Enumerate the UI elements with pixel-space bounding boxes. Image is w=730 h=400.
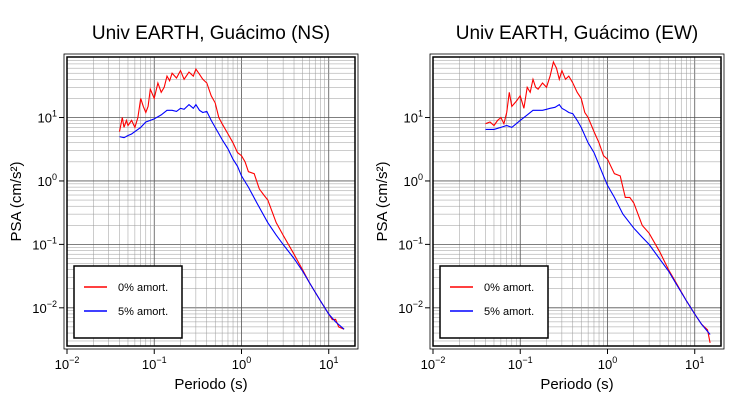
legend-label-1: 5% amort. bbox=[484, 306, 534, 318]
series-line-0 bbox=[485, 60, 711, 344]
series-line-0 bbox=[118, 67, 345, 330]
chart-title: Univ EARTH, Guácimo (EW) bbox=[456, 23, 698, 44]
y-tick-label: 10−2 bbox=[398, 299, 423, 316]
plot-frame-outer bbox=[63, 53, 359, 350]
legend-label-0: 0% amort. bbox=[484, 282, 534, 294]
x-axis-label: Periodo (s) bbox=[540, 376, 613, 393]
y-axis-label: PSA (cm/s²) bbox=[8, 161, 25, 241]
y-tick-label: 101 bbox=[38, 109, 57, 126]
chart-panel-1: 10−2 10−1 100 101 10−2 10−1 100 101 Univ EARTH, … bbox=[374, 23, 725, 393]
legend: 0% amort. 5% amort. bbox=[73, 265, 183, 339]
series-line-1 bbox=[119, 103, 345, 330]
x-tick-label: 100 bbox=[232, 355, 251, 372]
x-tick-label: 10−2 bbox=[421, 355, 446, 372]
y-tick-label: 100 bbox=[38, 172, 57, 189]
x-tick-label: 10−1 bbox=[508, 355, 533, 372]
legend-label-0: 0% amort. bbox=[118, 282, 168, 294]
y-tick-label: 10−1 bbox=[398, 235, 423, 252]
chart-title: Univ EARTH, Guácimo (NS) bbox=[92, 23, 330, 44]
y-tick-label: 101 bbox=[404, 109, 423, 126]
plot-frame bbox=[66, 56, 356, 347]
series-line-1 bbox=[485, 103, 711, 335]
chart-panel-0: 10−2 10−1 100 101 10−2 10−1 100 101 Univ EARTH, … bbox=[8, 23, 359, 393]
y-axis-label: PSA (cm/s²) bbox=[374, 161, 391, 241]
x-tick-label: 10−1 bbox=[142, 355, 167, 372]
legend-box bbox=[439, 265, 549, 339]
legend-label-1: 5% amort. bbox=[118, 306, 168, 318]
x-axis-label: Periodo (s) bbox=[174, 376, 247, 393]
y-tick-label: 10−1 bbox=[32, 235, 57, 252]
legend: 0% amort. 5% amort. bbox=[439, 265, 549, 339]
x-tick-label: 101 bbox=[319, 355, 338, 372]
legend-box bbox=[73, 265, 183, 339]
plot-frame bbox=[432, 56, 722, 347]
plot-frame-outer bbox=[429, 53, 725, 350]
y-tick-label: 100 bbox=[404, 172, 423, 189]
x-tick-label: 101 bbox=[685, 355, 704, 372]
y-tick-label: 10−2 bbox=[32, 299, 57, 316]
x-tick-label: 10−2 bbox=[55, 355, 80, 372]
x-tick-label: 100 bbox=[598, 355, 617, 372]
